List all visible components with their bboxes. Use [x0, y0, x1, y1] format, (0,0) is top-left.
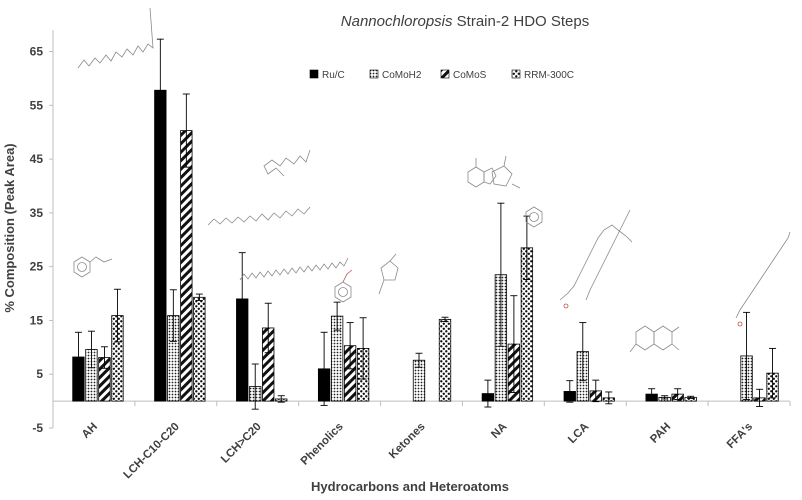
legend-swatch — [369, 69, 379, 79]
fatty-acid-icon — [559, 209, 633, 309]
bar — [193, 296, 206, 402]
y-axis-label: % Composition (Peak Area) — [2, 143, 17, 312]
y-tick-label: -5 — [32, 421, 43, 435]
ethylbenzene-icon — [73, 256, 113, 278]
y-tick-label: 25 — [30, 260, 44, 274]
x-tick-label: Ketones — [387, 421, 428, 462]
pyridine-icon — [525, 206, 543, 228]
x-axis: AH LCH-C10-C20 LCH>C20 Phenolics Ketones NA LC… — [53, 400, 791, 494]
alkane-chain-icon — [77, 7, 154, 69]
y-axis: -5 5 15 25 35 45 55 65 % Composition (Peak Area… — [2, 30, 54, 435]
y-tick-label: 65 — [30, 45, 44, 59]
bars-group — [72, 89, 779, 402]
tetralin-icon — [629, 325, 680, 353]
x-axis-label: Hydrocarbons and Heteroatoms — [311, 479, 509, 494]
x-tick-label: Phenolics — [299, 421, 346, 468]
bar — [180, 130, 193, 402]
bar — [438, 318, 452, 402]
legend-swatch — [511, 69, 521, 79]
free-fatty-acid-icon — [735, 231, 791, 327]
legend-swatch — [440, 69, 450, 79]
y-tick-label: 35 — [30, 206, 44, 220]
legend-label: CoMoS — [453, 70, 487, 81]
legend: Ru/C CoMoH2 CoMoS RRM-300C — [309, 69, 574, 81]
branched-chain-icon — [263, 149, 311, 177]
chart-title: Nannochloropsis Strain-2 HDO Steps — [341, 13, 589, 30]
legend-label: CoMoH2 — [382, 70, 422, 81]
molecule-sketches — [73, 7, 791, 353]
x-tick-label: FFA's — [725, 421, 755, 451]
x-tick-label: LCH-C10-C20 — [121, 421, 181, 481]
error-bars-group — [74, 38, 777, 410]
legend-label: Ru/C — [322, 70, 345, 81]
cyclopentanone-icon — [378, 253, 399, 295]
x-tick-label: AH — [80, 421, 100, 441]
legend-swatch — [309, 69, 319, 79]
x-tick-label: LCH>C20 — [219, 421, 264, 466]
x-tick-label: PAH — [648, 421, 673, 446]
legend-label: RRM-300C — [524, 70, 574, 81]
y-tick-label: 15 — [30, 313, 44, 327]
alkane-chain-icon — [207, 206, 311, 226]
chart-title-italic: Nannochloropsis — [341, 13, 453, 30]
alkane-chain-icon — [239, 257, 349, 281]
y-tick-label: 45 — [30, 152, 44, 166]
phenol-icon — [334, 269, 353, 303]
y-tick-label: 5 — [36, 367, 43, 381]
y-tick-label: 55 — [30, 98, 44, 112]
x-tick-label: NA — [489, 421, 509, 441]
x-tick-label: LCA — [566, 421, 591, 446]
chart-title-rest: Strain-2 HDO Steps — [453, 13, 590, 30]
pyrrolidinone-icon — [491, 155, 521, 189]
